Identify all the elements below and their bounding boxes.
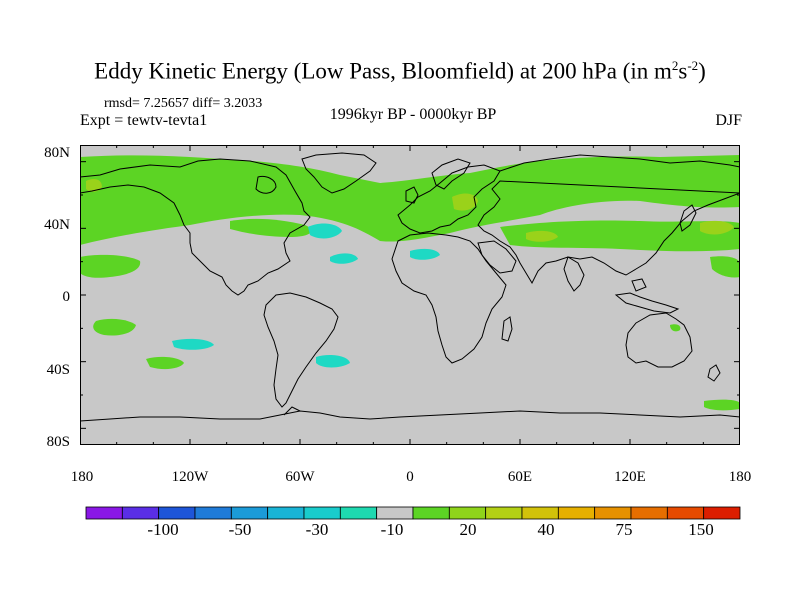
x-label-60e: 60E	[507, 469, 533, 485]
x-label-180e: 180	[728, 469, 752, 485]
colorbar-box	[557, 506, 596, 520]
coast-australia	[625, 312, 693, 368]
negative-patch-subtropical-atlantic	[330, 253, 358, 264]
x-label-120w: 120W	[171, 469, 209, 485]
stats-text: rmsd= 7.25657 diff= 3.2033	[104, 96, 263, 111]
y-label-80n: 80N	[44, 145, 70, 161]
colorbar-box	[485, 506, 523, 520]
positive-high-north-atlantic	[452, 193, 478, 211]
coast-africa	[391, 232, 507, 364]
positive-patch-south-pacific-1	[93, 318, 136, 336]
eke-field	[80, 155, 740, 411]
colorbar-label-7: 75	[615, 520, 633, 539]
negative-patch-sahara	[410, 248, 440, 260]
y-label-40s: 40S	[46, 362, 70, 378]
coast-britain	[405, 186, 419, 204]
negative-patch-south-pacific	[172, 338, 214, 350]
positive-patch-south-east	[704, 399, 740, 411]
colorbar-box	[376, 506, 414, 520]
colorbar-box	[230, 506, 269, 520]
colorbar-box	[121, 506, 160, 520]
coast-indonesia	[614, 278, 680, 314]
chart-title: Eddy Kinetic Energy (Low Pass, Bloomfiel…	[94, 58, 706, 84]
x-label-180w: 180	[70, 469, 94, 485]
colorbar-box	[521, 506, 559, 520]
colorbar-label-3: -30	[305, 520, 329, 539]
colorbar-label-1: -100	[147, 520, 179, 539]
axis-ticks	[80, 145, 740, 445]
colorbar-box	[630, 506, 668, 520]
coast-north-america	[80, 158, 311, 296]
coast-antarctica	[80, 410, 740, 422]
positive-high-west	[86, 179, 102, 192]
positive-band-west-pacific	[80, 254, 141, 278]
colorbar	[85, 506, 741, 520]
coast-arabia	[477, 240, 517, 274]
coast-madagascar	[501, 316, 513, 342]
coast-greenland	[301, 152, 377, 194]
coast-hudson-bay	[255, 176, 277, 194]
period-label: 1996kyr BP - 0000kyr BP	[329, 106, 497, 123]
colorbar-box	[412, 506, 450, 520]
colorbar-box	[303, 506, 341, 520]
coast-south-america	[263, 292, 339, 408]
colorbar-box	[703, 506, 741, 520]
colorbar-box	[448, 506, 487, 520]
x-label-0: 0	[406, 469, 414, 485]
coast-india	[563, 256, 585, 292]
experiment-label: Expt = tewtv-tevta1	[80, 112, 208, 129]
colorbar-box	[666, 506, 705, 520]
coast-japan	[679, 204, 697, 232]
colorbar-box	[267, 506, 305, 520]
colorbar-box	[85, 506, 123, 520]
coast-new-zealand	[707, 364, 721, 382]
colorbar-label-6: 40	[537, 520, 555, 539]
season-label: DJF	[715, 112, 742, 129]
negative-patch-north-atlantic	[308, 223, 342, 239]
colorbar-box	[594, 506, 632, 520]
world-map	[80, 145, 740, 445]
x-label-120e: 120E	[614, 469, 646, 485]
positive-band-subtropical-north	[500, 220, 740, 252]
colorbar-box	[339, 506, 378, 520]
coast-asia	[477, 154, 740, 285]
positive-high-east-asia	[700, 220, 734, 235]
y-label-0: 0	[62, 289, 71, 305]
colorbar-box	[158, 506, 196, 520]
y-label-40n: 40N	[44, 217, 70, 233]
coast-antarctic-peninsula	[283, 406, 301, 416]
colorbar-label-2: -50	[228, 520, 252, 539]
x-label-60w: 60W	[285, 469, 315, 485]
colorbar-label-8: 150	[688, 520, 714, 539]
y-label-80s: 80S	[46, 434, 70, 450]
colorbar-label-4: -10	[380, 520, 404, 539]
coast-europe	[397, 164, 501, 234]
coastlines	[80, 152, 740, 422]
positive-patch-east-pacific	[710, 256, 740, 278]
positive-high-asia	[526, 230, 558, 242]
positive-patch-south-pacific-2	[146, 356, 184, 370]
colorbar-box	[194, 506, 232, 520]
positive-patch-australia	[670, 324, 681, 332]
negative-patch-south-atlantic	[316, 355, 350, 368]
positive-band-pacific-atlantic-north	[80, 155, 740, 245]
colorbar-label-5: 20	[459, 520, 477, 539]
coast-scandinavia	[431, 158, 471, 190]
